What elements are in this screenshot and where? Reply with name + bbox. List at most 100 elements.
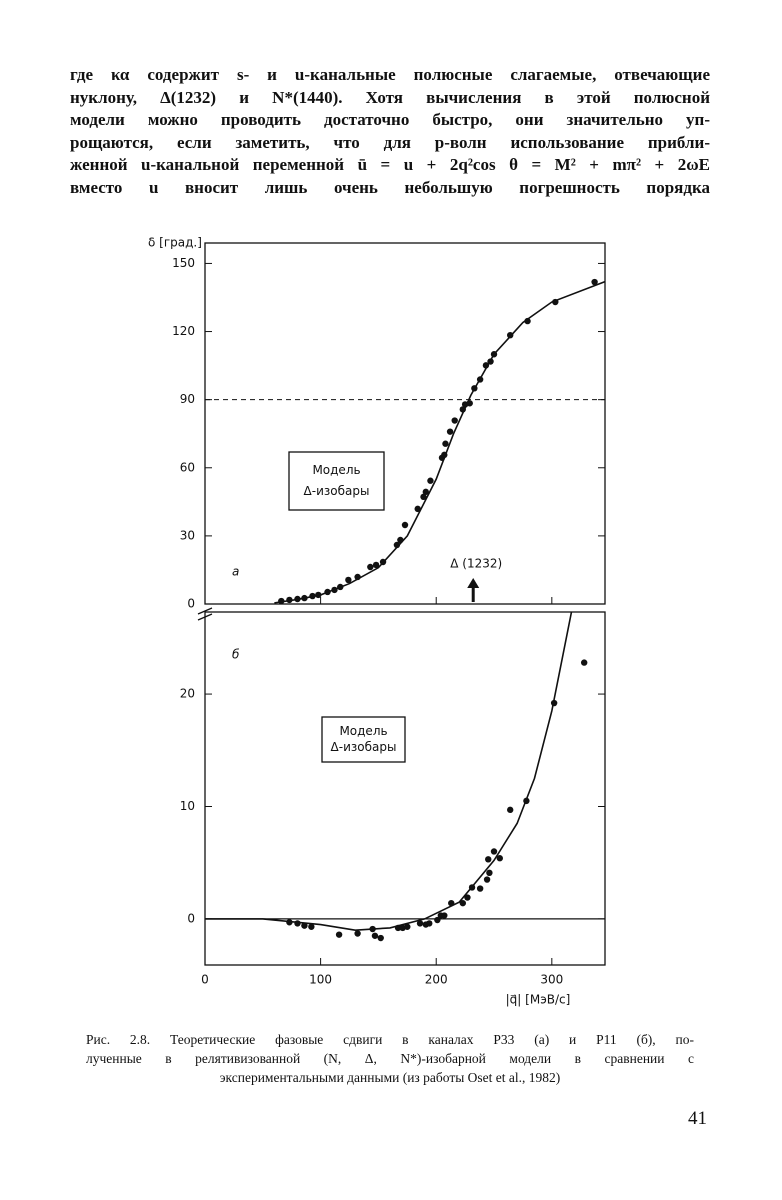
plot-frame bbox=[204, 242, 606, 605]
y-tick-label: 90 bbox=[180, 392, 195, 406]
y-tick-label: 150 bbox=[172, 256, 195, 270]
text-line: нуклону, Δ(1232) и N*(1440). Хотя вычисл… bbox=[70, 87, 710, 107]
caption: Рис. 2.8. Теоретические фазовые сдвиги в… bbox=[86, 1030, 694, 1087]
x-tick-label: 100 bbox=[309, 973, 332, 987]
data-point bbox=[422, 488, 430, 496]
paragraph: где κα содержит s- и u-канальные полюсны… bbox=[70, 64, 710, 200]
data-point bbox=[286, 596, 293, 604]
annotation-text: Модель bbox=[339, 724, 387, 738]
data-point bbox=[286, 919, 293, 926]
data-point bbox=[427, 477, 434, 484]
data-point bbox=[591, 278, 598, 286]
x-tick-label: 200 bbox=[425, 973, 448, 987]
y-tick-label: 0 bbox=[187, 597, 195, 611]
data-point bbox=[324, 588, 331, 596]
x-tick-label: 0 bbox=[201, 973, 209, 987]
data-point bbox=[414, 505, 421, 513]
data-point bbox=[485, 856, 492, 863]
data-point bbox=[523, 797, 530, 805]
annotation-box bbox=[288, 451, 385, 511]
data-point bbox=[552, 298, 559, 306]
data-point bbox=[476, 376, 484, 383]
data-point bbox=[377, 934, 384, 942]
data-point bbox=[397, 536, 404, 544]
theory-curve bbox=[274, 280, 605, 604]
data-point bbox=[451, 417, 458, 424]
text-line: рощаются, если заметить, что для p-волн … bbox=[70, 132, 710, 152]
arrow-label: Δ (1232) bbox=[450, 557, 502, 571]
y-tick-label: 0 bbox=[187, 911, 195, 925]
data-point bbox=[524, 317, 531, 325]
data-point bbox=[487, 358, 494, 365]
text-line: женной u-канальной переменной ū = u + 2q… bbox=[70, 155, 710, 175]
data-point bbox=[345, 576, 352, 584]
data-point bbox=[301, 922, 308, 929]
data-point bbox=[371, 932, 379, 939]
text-line: модели можно проводить достаточно быстро… bbox=[70, 110, 710, 130]
annotation-text: Δ-изобары bbox=[304, 484, 370, 498]
axis-break bbox=[197, 607, 213, 621]
data-point bbox=[550, 699, 558, 707]
data-point bbox=[490, 848, 498, 855]
data-point bbox=[335, 931, 343, 938]
data-point bbox=[580, 659, 588, 666]
data-point bbox=[507, 806, 514, 814]
data-point bbox=[404, 923, 411, 930]
data-point bbox=[442, 440, 449, 447]
data-point bbox=[434, 916, 441, 924]
data-point bbox=[471, 385, 478, 392]
data-point bbox=[301, 594, 308, 602]
data-point bbox=[468, 884, 476, 891]
data-point bbox=[308, 923, 315, 930]
data-point bbox=[507, 331, 514, 339]
data-point bbox=[331, 586, 338, 594]
annotation-box bbox=[321, 716, 406, 763]
data-point bbox=[482, 362, 490, 369]
annotation-text: Модель bbox=[312, 463, 360, 477]
y-axis-label: δ [град.] bbox=[148, 236, 202, 250]
data-point bbox=[367, 563, 374, 571]
plot-frame bbox=[204, 611, 606, 966]
panel-label: б bbox=[232, 648, 240, 662]
data-point bbox=[490, 351, 498, 358]
data-point bbox=[448, 899, 455, 907]
data-point bbox=[379, 558, 387, 566]
data-point bbox=[369, 925, 376, 933]
data-point bbox=[315, 591, 322, 599]
data-point bbox=[294, 595, 301, 603]
y-tick-label: 10 bbox=[180, 799, 195, 813]
data-point bbox=[337, 583, 344, 591]
data-point bbox=[426, 920, 433, 927]
data-point bbox=[476, 885, 484, 892]
caption-line: лученные в релятивизованной (N, Δ, N*)-и… bbox=[86, 1051, 694, 1066]
data-point bbox=[393, 541, 401, 549]
data-point bbox=[294, 920, 301, 927]
data-point bbox=[278, 597, 285, 605]
caption-line: экспериментальными данными (из работы Os… bbox=[219, 1070, 561, 1085]
data-point bbox=[441, 451, 448, 459]
data-point bbox=[420, 493, 427, 501]
data-point bbox=[464, 894, 471, 901]
panel-label: а bbox=[232, 565, 239, 579]
x-axis-label: |q⃗| [МэВ/с] bbox=[506, 993, 571, 1007]
y-tick-label: 120 bbox=[172, 324, 195, 338]
text-line: вместо u вносит лишь очень небольшую пог… bbox=[70, 177, 710, 197]
data-point bbox=[446, 428, 454, 435]
figure: 0 30 60 90 120 150 Δ (1232) Модель Δ-изобары а δ [… bbox=[148, 236, 606, 1007]
data-point bbox=[486, 869, 493, 877]
annotation-text: Δ-изобары bbox=[331, 740, 397, 754]
data-point bbox=[354, 573, 361, 581]
y-tick-label: 60 bbox=[180, 460, 195, 474]
text-line: где κα содержит s- и u-канальные полюсны… bbox=[70, 65, 710, 84]
data-point bbox=[401, 521, 409, 529]
data-point bbox=[394, 924, 402, 932]
x-tick-label: 300 bbox=[540, 973, 563, 987]
data-point bbox=[483, 876, 491, 883]
data-point bbox=[459, 899, 467, 907]
page-number: 41 bbox=[688, 1108, 707, 1129]
y-tick-label: 20 bbox=[180, 687, 195, 701]
arrow-head bbox=[467, 578, 480, 588]
caption-line: Рис. 2.8. Теоретические фазовые сдвиги в… bbox=[86, 1032, 694, 1047]
data-point bbox=[309, 592, 316, 600]
